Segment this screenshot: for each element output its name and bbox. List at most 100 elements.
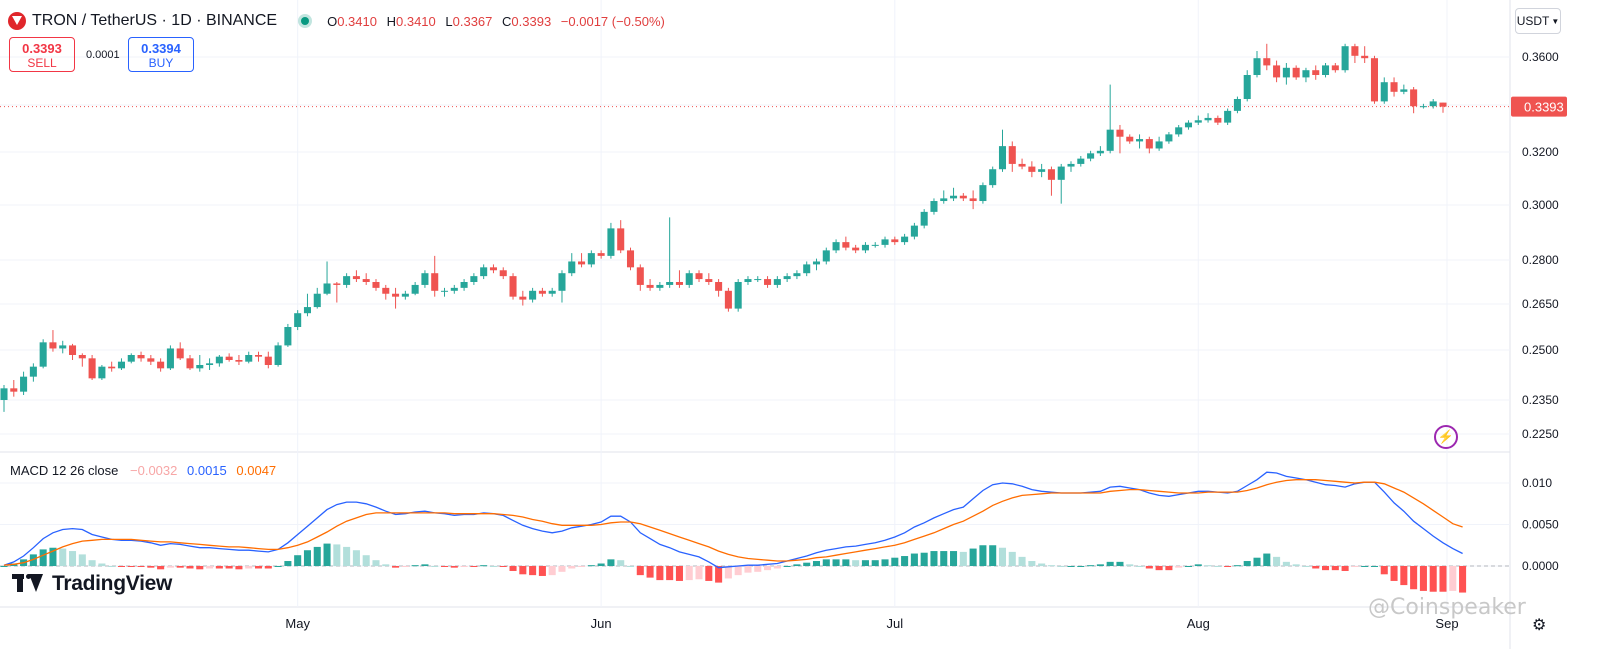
macd-hist-bar	[186, 566, 194, 569]
macd-legend[interactable]: MACD 12 26 close −0.0032 0.0015 0.0047	[10, 463, 276, 478]
chevron-down-icon: ▼	[1551, 16, 1560, 26]
macd-hist-bar	[392, 566, 400, 568]
macd-hist-bar	[1116, 561, 1124, 566]
macd-hist-bar	[421, 564, 429, 566]
macd-hist-bar	[1419, 566, 1427, 591]
candle-body	[1410, 89, 1418, 107]
macd-hist-bar	[489, 566, 497, 567]
macd-hist-bar	[245, 566, 253, 569]
macd-hist-bar	[254, 566, 263, 569]
candle-body	[1018, 163, 1026, 167]
ohlc-close: 0.3393	[511, 13, 552, 29]
time-tick-label: Aug	[1187, 616, 1210, 631]
candle-body	[88, 358, 96, 379]
candle-body	[1429, 101, 1437, 107]
macd-hist-bar	[1106, 561, 1114, 566]
candle-body	[1302, 70, 1310, 78]
macd-hist-bar	[529, 566, 537, 576]
candle-body	[431, 273, 439, 291]
macd-hist-bar	[764, 566, 772, 571]
macd-hist-bar	[1038, 563, 1046, 566]
macd-hist-bar	[1165, 566, 1173, 571]
macd-hist-bar	[666, 566, 674, 581]
candle-body	[812, 261, 821, 265]
macd-hist-bar	[49, 547, 57, 566]
candle-body	[548, 290, 556, 294]
macd-hist-bar	[68, 551, 77, 566]
candle-body	[940, 198, 948, 202]
last-price-label: 0.3393	[1524, 100, 1564, 115]
settings-gear-icon[interactable]: ⚙	[1532, 617, 1547, 634]
macd-hist-bar	[1459, 566, 1467, 593]
candle-body	[764, 279, 772, 285]
candle-body	[597, 253, 605, 256]
candle-body	[1439, 102, 1447, 107]
macd-hist-bar	[108, 566, 116, 567]
candle-body	[166, 348, 174, 369]
candle-body	[10, 388, 18, 392]
macd-tick-label: 0.0000	[1522, 559, 1559, 573]
candle-body	[0, 388, 8, 400]
lightning-icon[interactable]: ⚡	[1434, 425, 1458, 449]
macd-hist-bar	[0, 566, 8, 567]
currency-selector[interactable]: USDT ▼	[1515, 8, 1561, 34]
macd-hist-bar	[98, 563, 106, 566]
candle-body	[626, 250, 635, 268]
macd-hist-bar	[1282, 561, 1290, 566]
macd-hist-bar	[480, 565, 488, 567]
candle-body	[881, 239, 889, 245]
candle-body	[137, 355, 145, 359]
candle-body	[382, 287, 390, 294]
candle-body	[1204, 117, 1212, 121]
candle-body	[822, 250, 830, 262]
macd-hist-bar	[1429, 566, 1437, 592]
symbol-title[interactable]: TRON / TetherUS · 1D · BINANCE	[32, 12, 278, 29]
candle-body	[176, 348, 184, 359]
sell-label: SELL	[27, 56, 57, 70]
macd-hist-bar	[382, 564, 390, 566]
macd-hist-bar	[1028, 561, 1036, 566]
macd-hist-bar	[1361, 566, 1369, 567]
price-tick-label: 0.2800	[1522, 253, 1559, 267]
buy-button[interactable]: 0.3394 BUY	[128, 37, 194, 72]
candle-body	[950, 195, 958, 199]
signal-line	[3, 479, 1463, 566]
candle-body	[617, 228, 625, 251]
candle-body	[646, 284, 654, 288]
macd-hist-bar	[754, 566, 762, 572]
candle-body	[1341, 46, 1349, 71]
axes[interactable]: 0.36000.34000.32000.30000.28000.26500.25…	[285, 50, 1567, 631]
macd-hist-bar	[1087, 565, 1095, 567]
candle-body	[959, 195, 967, 199]
ohlc-values: O0.3410 H0.3410 L0.3367 C0.3393 −0.0017 …	[327, 13, 665, 29]
macd-hist-bar	[59, 548, 67, 566]
macd-hist-bar	[861, 560, 869, 566]
candle-body	[871, 244, 879, 246]
macd-hist-bar	[852, 560, 860, 566]
candle-body	[460, 282, 468, 288]
tradingview-logo[interactable]: TradingView	[12, 572, 172, 596]
macd-hist-bar	[1380, 566, 1388, 575]
macd-hist-bar	[715, 566, 723, 583]
macd-hist-bar	[1439, 566, 1447, 592]
candle-body	[529, 290, 537, 300]
candle-body	[264, 356, 272, 365]
macd-hist-bar	[509, 566, 517, 571]
candle-body	[1273, 65, 1281, 78]
ohlc-change: −0.0017 (−0.50%)	[560, 13, 665, 29]
candle-body	[1351, 46, 1359, 56]
candle-body	[998, 146, 1007, 170]
macd-hist-bar	[812, 561, 821, 566]
sell-button[interactable]: 0.3393 SELL	[9, 37, 75, 72]
candle-body	[578, 261, 586, 265]
candle-body	[254, 355, 263, 357]
ohlc-open: 0.3410	[337, 13, 377, 29]
macd-hist-bar	[656, 566, 664, 581]
ohlc-high: 0.3410	[396, 13, 436, 29]
macd-hist-bar	[803, 562, 811, 566]
macd-hist-bar	[440, 566, 449, 567]
candle-body	[1038, 169, 1046, 172]
macd-hist-value: −0.0032	[130, 463, 178, 478]
macd-hist-bar	[1145, 566, 1153, 569]
